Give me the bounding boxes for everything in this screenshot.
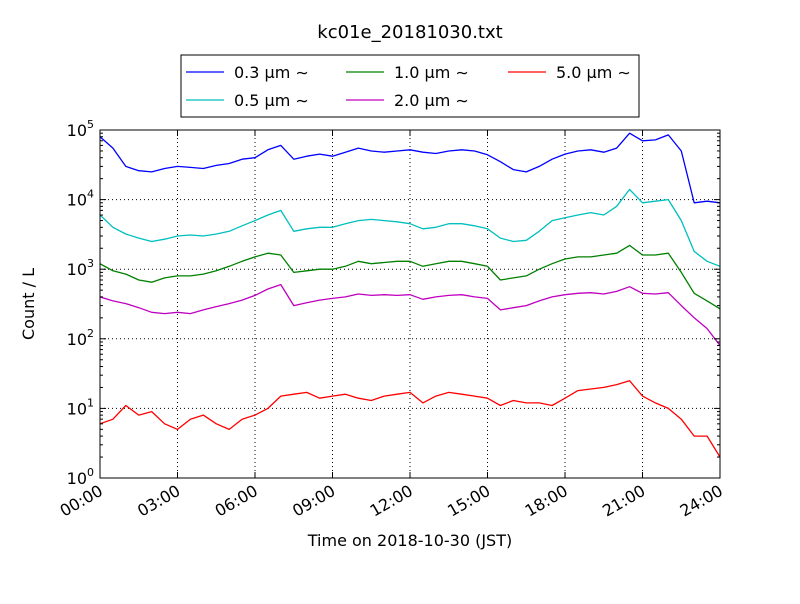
legend-label: 1.0 μm ∼ <box>394 63 469 82</box>
y-tick-label: 105 <box>67 118 94 140</box>
legend-label: 0.5 μm ∼ <box>234 91 309 110</box>
chart-title: kc01e_20181030.txt <box>317 22 502 43</box>
y-tick-label-exponent: 5 <box>87 118 94 131</box>
series-line-3 <box>100 283 720 346</box>
series-line-2 <box>100 244 720 310</box>
series-line-1 <box>100 188 720 267</box>
y-tick-label: 103 <box>67 257 94 279</box>
y-axis-label: Count / L <box>19 268 38 340</box>
y-tick-label: 100 <box>67 466 94 488</box>
y-tick-label-exponent: 2 <box>87 327 94 340</box>
y-tick-label-exponent: 0 <box>87 466 94 479</box>
y-tick-label-exponent: 1 <box>87 396 94 409</box>
legend: 0.3 μm ∼ 0.5 μm ∼ 1.0 μm ∼ 2.0 μm ∼ 5.0 μm ∼ <box>180 54 640 118</box>
legend-label: 0.3 μm ∼ <box>234 63 309 82</box>
y-tick-label-base: 10 <box>67 191 87 210</box>
y-tick-label: 104 <box>67 188 94 210</box>
y-tick-label-base: 10 <box>67 260 87 279</box>
y-tick-label-exponent: 3 <box>87 257 94 270</box>
y-tick-label: 101 <box>67 396 94 418</box>
grid <box>100 130 720 478</box>
legend-label: 2.0 μm ∼ <box>394 91 469 110</box>
legend-box <box>180 54 640 118</box>
plot-series <box>100 132 720 458</box>
y-tick-label-base: 10 <box>67 121 87 140</box>
y-tick-label: 102 <box>67 327 94 349</box>
series-line-0 <box>100 132 720 204</box>
y-tick-label-base: 10 <box>67 399 87 418</box>
y-tick-label-base: 10 <box>67 469 87 488</box>
y-tick-label-base: 10 <box>67 330 87 349</box>
series-line-4 <box>100 380 720 458</box>
x-axis-label: Time on 2018-10-30 (JST) <box>307 531 512 550</box>
legend-label: 5.0 μm ∼ <box>556 63 631 82</box>
y-tick-label-exponent: 4 <box>87 188 94 201</box>
